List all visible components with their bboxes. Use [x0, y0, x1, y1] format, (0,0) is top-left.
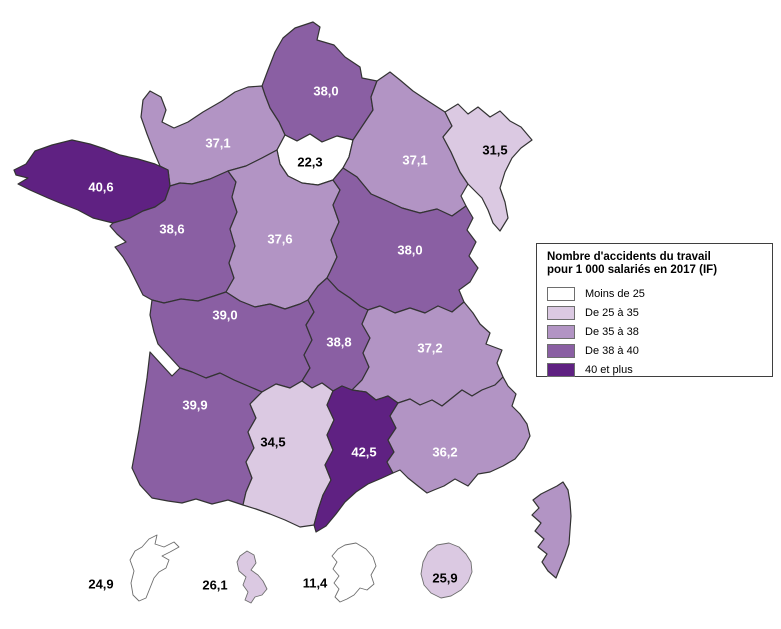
region-guyane: [331, 542, 377, 603]
legend-title-line1: Nombre d'accidents du travail: [547, 251, 711, 263]
legend-item-2: De 35 à 38: [547, 324, 762, 339]
region-martinique: [236, 550, 268, 604]
region-value-ile-de-france: 22,3: [297, 155, 322, 170]
region-value-pays-de-la-loire: 38,6: [159, 222, 184, 237]
region-languedoc-roussillon: [313, 385, 399, 533]
legend-title: Nombre d'accidents du travail pour 1 000…: [547, 251, 762, 277]
legend-item-0: Moins de 25: [547, 286, 762, 301]
region-value-bourgogne-franche-comte: 38,0: [397, 243, 422, 258]
region-value-aquitaine: 39,9: [182, 398, 207, 413]
region-value-nord-picardie: 38,0: [313, 84, 338, 99]
legend-swatch-icon: [547, 362, 575, 377]
legend-title-line2: pour 1 000 salariés en 2017 (IF): [547, 264, 718, 276]
legend-swatch-icon: [547, 324, 575, 339]
legend-item-1: De 25 à 35: [547, 305, 762, 320]
region-value-martinique: 26,1: [202, 578, 227, 593]
region-value-normandie: 37,1: [205, 136, 230, 151]
region-value-guyane: 11,4: [303, 576, 328, 591]
legend-item-label: 40 et plus: [585, 363, 633, 376]
region-value-guadeloupe: 24,9: [88, 577, 113, 592]
region-value-reunion: 25,9: [432, 571, 457, 586]
legend-swatch-icon: [547, 286, 575, 301]
region-value-languedoc-roussillon: 42,5: [351, 445, 376, 460]
region-value-midi-pyrenees: 34,5: [260, 435, 285, 450]
region-value-centre-val-de-loire: 37,6: [267, 232, 292, 247]
region-value-sud-est: 36,2: [432, 445, 457, 460]
region-value-rhone-alpes: 37,2: [417, 341, 442, 356]
legend-swatch-icon: [547, 305, 575, 320]
legend-rows: Moins de 25 De 25 à 35 De 35 à 38 De 38 à 4…: [547, 286, 762, 377]
region-value-bretagne: 40,6: [88, 180, 113, 195]
legend-item-label: De 38 à 40: [585, 344, 639, 357]
legend-swatch-icon: [547, 343, 575, 358]
legend-item-label: De 35 à 38: [585, 325, 639, 338]
region-value-auvergne: 38,8: [326, 335, 351, 350]
legend-item-3: De 38 à 40: [547, 343, 762, 358]
legend-item-label: De 25 à 35: [585, 306, 639, 319]
region-alsace-moselle: [442, 103, 533, 232]
legend-box: Nombre d'accidents du travail pour 1 000…: [536, 243, 773, 377]
region-value-centre-ouest: 39,0: [212, 308, 237, 323]
region-guadeloupe: [129, 534, 180, 602]
legend-item-label: Moins de 25: [585, 287, 645, 300]
region-value-nord-est: 37,1: [402, 153, 427, 168]
region-reunion: [420, 542, 473, 599]
legend-item-4: 40 et plus: [547, 362, 762, 377]
region-corse: [531, 481, 572, 579]
region-sud-est: [386, 376, 531, 494]
region-value-alsace-moselle: 31,5: [482, 143, 507, 158]
